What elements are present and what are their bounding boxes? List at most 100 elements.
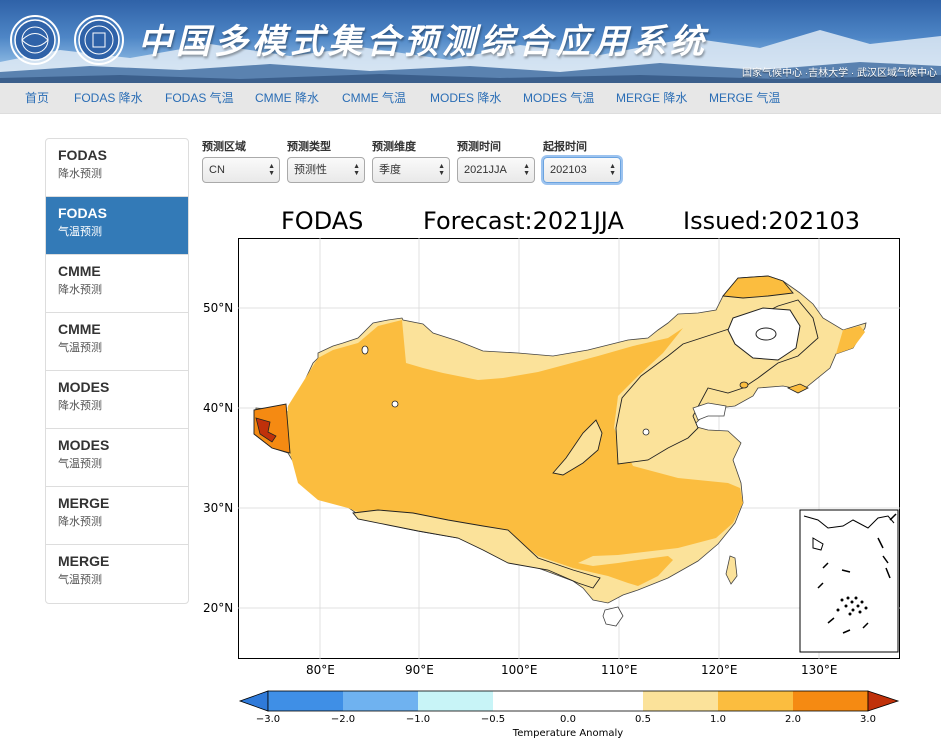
sidebar-item-fodas-temp[interactable]: FODAS 气温预测 (46, 197, 188, 255)
contour-dot (642, 428, 650, 436)
sidebar-item-title: MERGE (58, 495, 110, 511)
sidebar-item-title: MERGE (58, 553, 110, 569)
colorbar-tick-label: 3.0 (860, 714, 876, 725)
nav-modes-temp[interactable]: MODES 气温 (523, 91, 595, 105)
system-title: 中国多模式集合预测综合应用系统 (138, 22, 708, 62)
anomaly-zone-2-3-west (253, 403, 291, 454)
type-control: 预测类型 预测性 ▲ ▼ (287, 138, 365, 183)
nav-merge-temp[interactable]: MERGE 气温 (709, 91, 781, 105)
sidebar-item-subtitle: 气温预测 (58, 458, 102, 470)
nav-cmme-temp[interactable]: CMME 气温 (342, 91, 406, 105)
lat-label: 40°N (203, 401, 234, 415)
colorbar-segment (643, 691, 718, 711)
issue-time-label: 起报时间 (543, 141, 587, 153)
type-label: 预测类型 (287, 141, 331, 153)
mountain-banner-graphic (0, 30, 941, 83)
colorbar-segment (793, 691, 868, 711)
sidebar-item-cmme-precip[interactable]: CMME 降水预测 (46, 255, 188, 313)
lon-label: 120°E (701, 663, 738, 677)
sidebar-item-merge-temp[interactable]: MERGE 气温预测 (46, 545, 188, 603)
anomaly-zone-0.5-1-south (352, 509, 601, 589)
colorbar-segment (568, 691, 643, 711)
issue-time-select[interactable]: 202103 ▲ ▼ (543, 157, 621, 183)
dimension-control: 预测维度 季度 ▲ ▼ (372, 138, 450, 183)
lon-label: 100°E (501, 663, 538, 677)
sidebar-item-cmme-temp[interactable]: CMME 气温预测 (46, 313, 188, 371)
contour-loop (755, 327, 777, 341)
lat-label: 50°N (203, 301, 234, 315)
nav-fodas-temp[interactable]: FODAS 气温 (165, 91, 234, 105)
region-label: 预测区域 (202, 141, 246, 153)
issue-time-control: 起报时间 202103 ▲ ▼ (543, 138, 621, 183)
anomaly-zone-over-3-west (255, 417, 277, 443)
forecast-time-select[interactable]: 2021JJA ▲ ▼ (457, 157, 535, 183)
colorbar-tick-label: −1.0 (405, 714, 431, 725)
nav-fodas-precip[interactable]: FODAS 降水 (74, 91, 143, 105)
lon-label: 80°E (306, 663, 335, 677)
sidebar-item-modes-precip[interactable]: MODES 降水预测 (46, 371, 188, 429)
contour-dot (361, 345, 369, 355)
colorbar-segment (493, 691, 568, 711)
sidebar-item-modes-temp[interactable]: MODES 气温预测 (46, 429, 188, 487)
colorbar-tick-label: −0.5 (480, 714, 506, 725)
sidebar-item-title: FODAS (58, 147, 107, 163)
sidebar-item-subtitle: 降水预测 (58, 516, 102, 528)
nav-home[interactable]: 首页 (25, 91, 50, 105)
map-title-forecast: Forecast:2021JJA (423, 207, 624, 235)
nav-modes-precip[interactable]: MODES 降水 (430, 91, 502, 105)
map-title-issued: Issued:202103 (683, 207, 860, 235)
lon-label: 130°E (801, 663, 838, 677)
sidebar-item-fodas-precip[interactable]: FODAS 降水预测 (46, 139, 188, 197)
type-select-value: 预测性 (294, 164, 327, 176)
sidebar-item-subtitle: 气温预测 (58, 342, 102, 354)
region-select-value: CN (209, 164, 225, 176)
colorbar-under-arrow (238, 690, 269, 712)
sidebar-item-title: FODAS (58, 205, 107, 221)
contour-dot (391, 400, 399, 408)
colorbar-tick-label: 0.5 (635, 714, 651, 725)
colorbar-segment (718, 691, 793, 711)
anomaly-zone-ne-east (836, 326, 865, 354)
select-arrows-icon: ▲ ▼ (353, 163, 360, 177)
sidebar-item-merge-precip[interactable]: MERGE 降水预测 (46, 487, 188, 545)
dimension-label: 预测维度 (372, 141, 416, 153)
sidebar-item-title: MODES (58, 437, 110, 453)
anomaly-zone-0.5-1-patch (552, 419, 603, 476)
contour-dot (739, 381, 749, 389)
contour-patch (786, 383, 809, 394)
sidebar-item-subtitle: 降水预测 (58, 168, 102, 180)
colorbar-segment (268, 691, 343, 711)
dimension-select[interactable]: 季度 ▲ ▼ (372, 157, 450, 183)
colorbar-tick-label: 0.0 (560, 714, 576, 725)
type-select[interactable]: 预测性 ▲ ▼ (287, 157, 365, 183)
select-arrows-icon: ▲ ▼ (609, 163, 616, 177)
jilin-university-logo (74, 15, 124, 65)
colorbar-over-arrow (867, 690, 900, 712)
bohai-sea (692, 402, 727, 421)
forecast-time-control: 预测时间 2021JJA ▲ ▼ (457, 138, 535, 183)
lon-label: 110°E (601, 663, 638, 677)
sidebar-item-subtitle: 降水预测 (58, 400, 102, 412)
colorbar-tick-label: −2.0 (330, 714, 356, 725)
nav-cmme-precip[interactable]: CMME 降水 (255, 91, 319, 105)
south-china-sea-inset (799, 509, 899, 653)
forecast-map (238, 238, 900, 659)
colorbar-tick-label: 1.0 (710, 714, 726, 725)
region-select[interactable]: CN ▲ ▼ (202, 157, 280, 183)
select-arrows-icon: ▲ ▼ (438, 163, 445, 177)
sidebar-item-subtitle: 气温预测 (58, 226, 102, 238)
sidebar: FODAS 降水预测 FODAS 气温预测 CMME 降水预测 CMME 气温预… (45, 138, 189, 604)
map-title-model: FODAS (281, 207, 364, 235)
colorbar (238, 690, 900, 712)
sidebar-item-subtitle: 气温预测 (58, 574, 102, 586)
lat-label: 30°N (203, 501, 234, 515)
affiliations-text: 国家气候中心 ·吉林大学 · 武汉区域气候中心 (742, 68, 937, 79)
nav-merge-precip[interactable]: MERGE 降水 (616, 91, 688, 105)
anomaly-zone-ne-top (722, 275, 794, 299)
lat-label: 20°N (203, 601, 234, 615)
region-control: 预测区域 CN ▲ ▼ (202, 138, 280, 183)
colorbar-segment (418, 691, 493, 711)
colorbar-segment (343, 691, 418, 711)
lon-label: 90°E (405, 663, 434, 677)
select-arrows-icon: ▲ ▼ (268, 163, 275, 177)
